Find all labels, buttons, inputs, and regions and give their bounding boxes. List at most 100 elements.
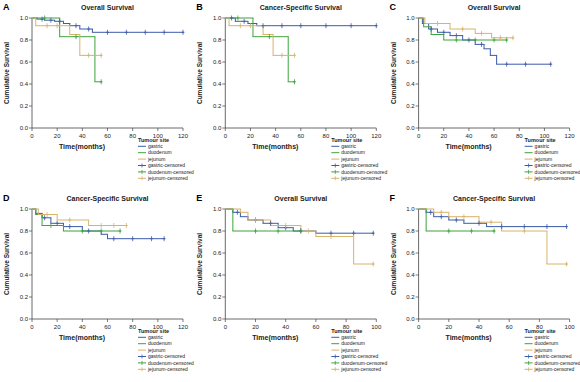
legend-label: duodenum-censored — [148, 360, 194, 366]
y-axis-line — [418, 209, 419, 319]
x-tick-label: 40 — [79, 324, 86, 330]
step-drop — [484, 44, 485, 48]
legend-label: jejunum — [340, 347, 359, 353]
censor-mark — [41, 17, 44, 22]
x-tick-label: 0 — [224, 324, 228, 330]
x-tick — [132, 128, 133, 131]
censor-mark — [87, 53, 90, 58]
series — [230, 16, 378, 29]
step-segment — [354, 264, 374, 265]
step-segment — [57, 220, 88, 221]
panel-letter: F — [390, 193, 396, 203]
chart-title: Cancer-Specific Survival — [453, 195, 535, 203]
censor-mark — [299, 229, 302, 234]
x-tick-label: 0 — [417, 324, 421, 330]
y-axis-label: Cumulative Survival — [196, 233, 203, 295]
x-tick-label: 60 — [313, 324, 320, 330]
step-drop — [35, 18, 36, 26]
censor-mark — [284, 223, 287, 228]
step-drop — [353, 237, 354, 265]
legend: Tumour sitegastricduodenumjejunumgastric… — [331, 328, 387, 372]
x-axis-label: Time(months) — [446, 143, 492, 151]
step-segment — [497, 64, 551, 65]
censor-mark — [125, 223, 128, 228]
legend-label: duodenum — [341, 149, 365, 155]
y-axis-label: Cumulative Survival — [196, 42, 203, 104]
legend-swatch-marker — [142, 176, 143, 180]
series — [429, 210, 568, 229]
legend-label: gastric — [341, 143, 356, 149]
censor-mark — [112, 236, 115, 241]
censor-mark — [243, 19, 246, 24]
step-segment — [63, 226, 82, 227]
x-tick-label: 40 — [282, 324, 289, 330]
x-tick — [443, 128, 444, 131]
y-tick — [29, 106, 32, 107]
series — [419, 18, 513, 38]
x-tick-label: 20 — [54, 133, 61, 139]
legend-label: jejunum-censored — [340, 175, 381, 181]
panel: FCancer-Specific SurvivalCumulative Surv… — [390, 193, 580, 372]
censor-mark — [49, 223, 52, 228]
step-segment — [426, 231, 494, 232]
step-drop — [240, 212, 241, 216]
censor-mark — [447, 229, 450, 234]
panel: BCancer-Specific SurvivalCumulative Surv… — [196, 2, 387, 181]
step-segment — [424, 26, 432, 27]
step-segment — [484, 48, 490, 49]
legend-swatch-marker — [142, 367, 143, 371]
y-tick — [29, 319, 32, 320]
y-tick — [29, 253, 32, 254]
step-drop — [490, 49, 491, 56]
plot-area — [419, 18, 553, 67]
step-segment — [108, 238, 165, 239]
step-drop — [428, 24, 429, 30]
series — [41, 17, 185, 35]
legend-label: duodenum — [535, 340, 559, 346]
legend-swatch — [138, 350, 146, 351]
legend-label: jejunum — [147, 347, 166, 353]
y-tick-label: 1.0 — [406, 206, 415, 212]
step-drop — [426, 209, 427, 231]
censor-mark — [100, 223, 103, 228]
censor-mark — [254, 218, 257, 223]
series — [43, 16, 103, 85]
step-drop — [38, 209, 39, 215]
x-tick — [519, 128, 520, 131]
censor-mark — [330, 234, 333, 239]
censor-mark — [254, 229, 257, 234]
series — [239, 23, 296, 58]
x-tick — [569, 128, 570, 131]
y-tick-label: 0.0 — [406, 316, 415, 322]
legend-swatch — [331, 152, 339, 153]
censor-mark — [277, 229, 280, 234]
legend-swatch-marker — [528, 361, 529, 365]
y-tick — [222, 275, 225, 276]
x-tick-label: 40 — [79, 133, 86, 139]
series — [447, 229, 495, 234]
series — [254, 218, 375, 267]
x-tick — [448, 319, 449, 322]
step-segment — [475, 33, 491, 34]
legend-label: gastric-censored — [148, 162, 185, 168]
y-tick — [416, 231, 419, 232]
censor-mark — [467, 38, 470, 43]
plot-area — [225, 209, 374, 267]
step-segment — [92, 32, 183, 33]
y-tick-label: 1.0 — [213, 206, 222, 212]
x-tick — [183, 128, 184, 131]
x-tick-label: 20 — [445, 324, 452, 330]
step-segment — [70, 34, 80, 35]
censor-mark — [280, 53, 283, 58]
y-tick-label: 1.0 — [20, 15, 29, 21]
censor-mark — [461, 27, 464, 32]
legend-swatch — [525, 350, 533, 351]
y-tick-label: 0.4 — [213, 81, 222, 87]
censor-mark — [182, 30, 185, 35]
x-tick — [479, 319, 480, 322]
censor-mark — [299, 23, 302, 28]
step-drop — [88, 220, 89, 226]
y-axis-line — [225, 209, 226, 319]
y-tick-label: 0.8 — [20, 228, 29, 234]
panel-letter: E — [196, 193, 202, 203]
